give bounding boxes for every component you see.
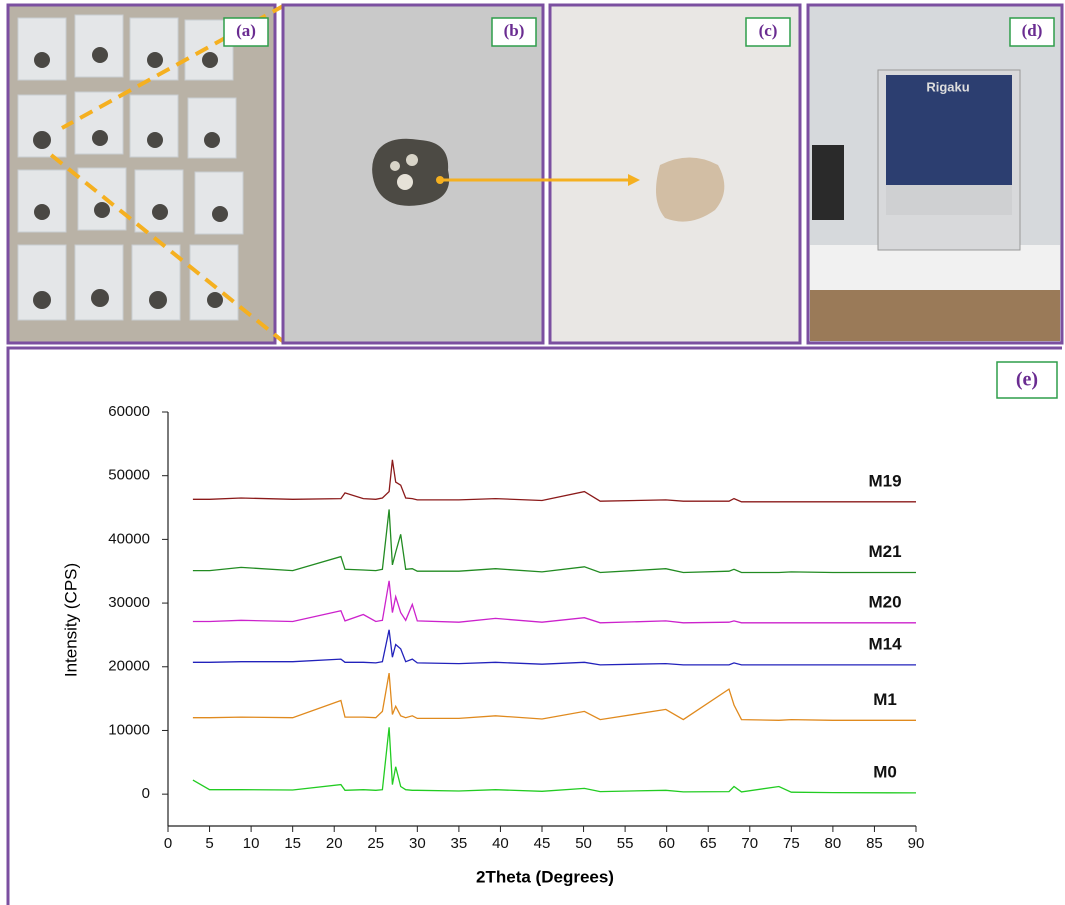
panel-label: (d) <box>1022 21 1043 40</box>
photo-samples <box>8 5 285 343</box>
y-axis-label: Intensity (CPS) <box>61 563 80 677</box>
figure: Rigaku (a) (b) (c) (d) (e) 2Theta (Degre… <box>0 0 1065 905</box>
x-tick-label: 45 <box>534 835 551 852</box>
x-tick-label: 55 <box>617 835 634 852</box>
x-tick-label: 20 <box>326 835 343 852</box>
series-line <box>193 727 916 793</box>
x-tick-label: 85 <box>866 835 883 852</box>
x-tick-label: 10 <box>243 835 260 852</box>
x-tick-label: 50 <box>575 835 592 852</box>
photo-instrument: Rigaku <box>808 5 1062 343</box>
y-tick-label: 10000 <box>108 721 150 738</box>
y-tick-label: 30000 <box>108 594 150 611</box>
series-line <box>193 581 916 623</box>
x-tick-label: 65 <box>700 835 717 852</box>
series-label: M0 <box>873 762 897 781</box>
y-tick-label: 50000 <box>108 467 150 484</box>
x-tick-label: 60 <box>658 835 675 852</box>
panel-label: (e) <box>1016 369 1038 391</box>
svg-text:Rigaku: Rigaku <box>926 79 969 94</box>
x-tick-label: 25 <box>367 835 384 852</box>
panel-frame <box>8 348 1062 905</box>
photo-powder <box>550 5 800 343</box>
y-tick-label: 60000 <box>108 403 150 420</box>
series-label: M14 <box>868 634 902 653</box>
x-tick-label: 15 <box>284 835 301 852</box>
y-tick-label: 0 <box>142 785 150 802</box>
x-tick-label: 0 <box>164 835 172 852</box>
panel-label: (a) <box>236 21 256 40</box>
x-tick-label: 80 <box>825 835 842 852</box>
series-line <box>193 460 916 502</box>
arrow-start <box>436 176 444 184</box>
x-tick-label: 30 <box>409 835 426 852</box>
x-tick-label: 70 <box>741 835 758 852</box>
series-line <box>193 630 916 665</box>
series-line <box>193 509 916 572</box>
series-label: M19 <box>868 471 901 490</box>
panel-label: (c) <box>759 21 778 40</box>
series-line <box>193 673 916 720</box>
x-tick-label: 90 <box>908 835 925 852</box>
x-tick-label: 5 <box>205 835 213 852</box>
y-tick-label: 20000 <box>108 658 150 675</box>
x-tick-label: 35 <box>451 835 468 852</box>
x-axis-label: 2Theta (Degrees) <box>476 867 614 886</box>
panel-label: (b) <box>504 21 525 40</box>
x-tick-label: 40 <box>492 835 509 852</box>
series-label: M21 <box>868 542 901 561</box>
photo-rock <box>283 5 543 343</box>
series-label: M1 <box>873 690 897 709</box>
y-tick-label: 40000 <box>108 530 150 547</box>
series-label: M20 <box>868 592 901 611</box>
x-tick-label: 75 <box>783 835 800 852</box>
